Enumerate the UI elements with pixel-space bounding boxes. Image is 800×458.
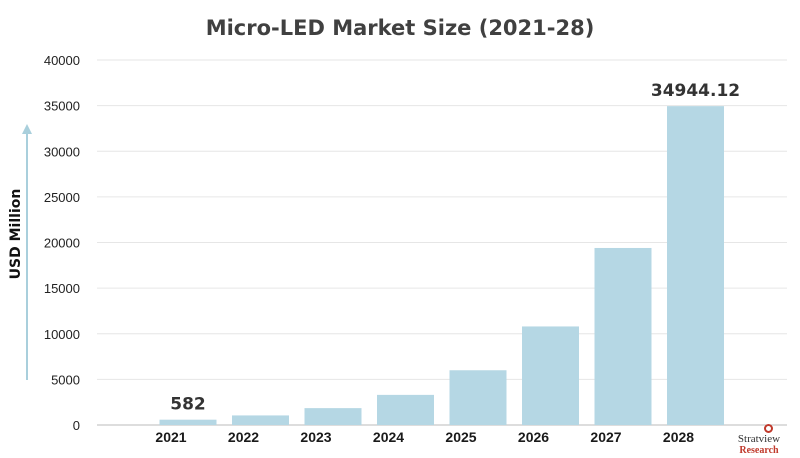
gridlines [97, 59, 787, 426]
data-labels: 582 34944.12 [170, 81, 740, 415]
bars [159, 106, 724, 426]
x-tick-label: 2027 [590, 429, 621, 445]
data-label-2028: 34944.12 [651, 81, 740, 101]
bar-2028 [667, 106, 724, 426]
bar-2021 [159, 419, 217, 425]
y-tick-label: 35000 [44, 99, 80, 114]
x-tick-label: 2023 [300, 429, 331, 445]
bar-2024 [377, 394, 434, 425]
chart-title: Micro-LED Market Size (2021-28) [206, 16, 595, 40]
y-tick-label: 25000 [44, 190, 80, 205]
x-tick-label: 2028 [663, 429, 694, 445]
bar-2026 [522, 326, 579, 425]
x-tick-label: 2021 [155, 429, 186, 445]
x-tick-label: 2025 [445, 429, 476, 445]
logo-bottom-text: Research [739, 445, 779, 456]
stratview-logo: Stratview Research [728, 424, 790, 456]
bar-2022 [232, 415, 289, 425]
x-tick-label: 2026 [518, 429, 549, 445]
y-axis-label: USD Million [8, 189, 24, 280]
y-tick-label: 10000 [44, 327, 80, 342]
y-tick-label: 30000 [44, 144, 80, 159]
logo-top-text: Stratview [737, 433, 781, 445]
x-axis-ticks: 2021 2022 2023 2024 2025 2026 2027 2028 [155, 429, 694, 445]
y-tick-label: 20000 [44, 236, 80, 251]
y-tick-label: 15000 [44, 281, 80, 296]
target-icon [764, 424, 773, 433]
y-axis-arrow-head [22, 124, 32, 134]
x-tick-label: 2024 [373, 429, 404, 445]
bar-2025 [449, 370, 507, 425]
y-tick-label: 0 [73, 418, 80, 433]
y-axis-ticks: 0 5000 10000 15000 20000 25000 30000 35000 40000 [44, 53, 80, 433]
x-tick-label: 2022 [228, 429, 259, 445]
y-tick-label: 5000 [51, 372, 80, 387]
data-label-2021: 582 [170, 395, 206, 415]
y-tick-label: 40000 [44, 53, 80, 68]
bar-2027 [594, 247, 652, 425]
bar-2023 [304, 408, 362, 425]
